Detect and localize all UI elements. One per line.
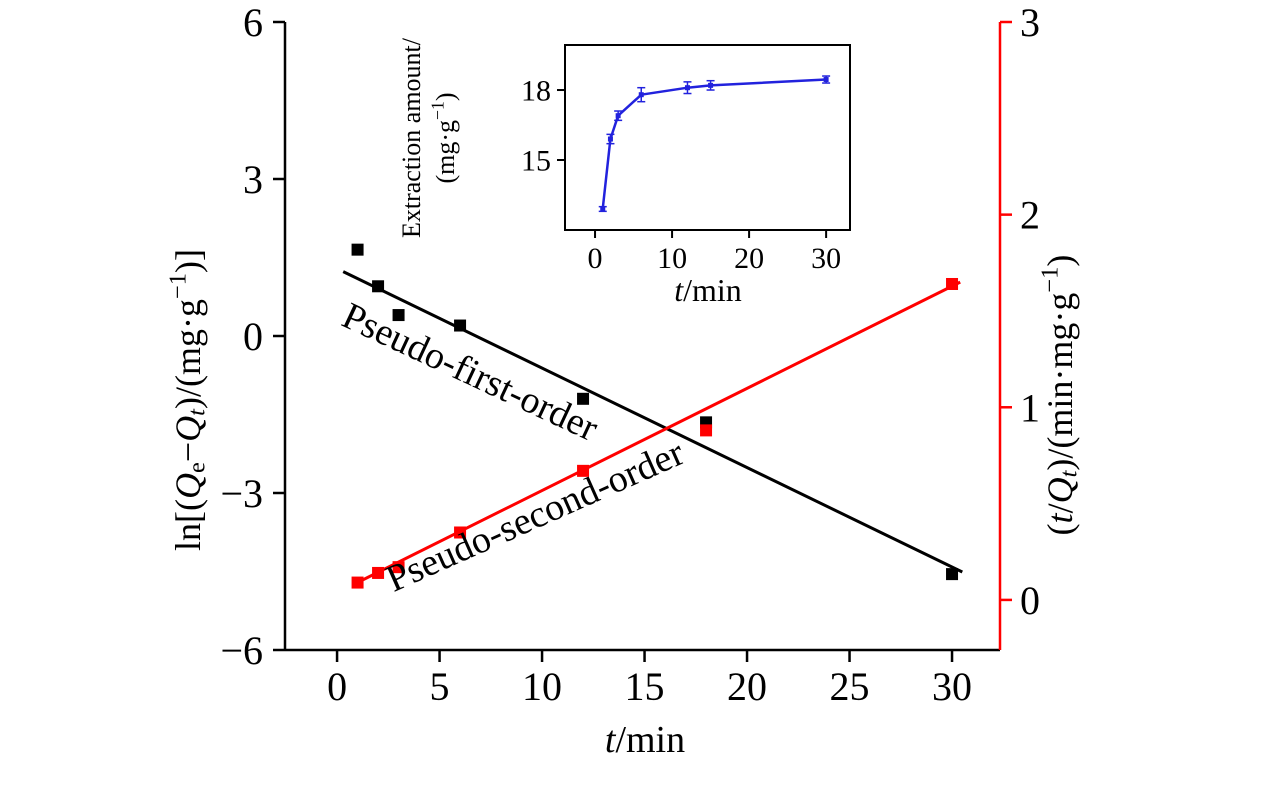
inset-x-tick-label: 10: [657, 242, 687, 275]
left-axis-title: ln[(Qe−Qt)/(mg·g−1)]: [165, 249, 211, 551]
x-tick-label: 20: [727, 664, 767, 709]
x-tick-label: 10: [522, 664, 562, 709]
inset-y-tick-label: 15: [521, 145, 551, 178]
x-axis-ticks: 0 5 10 15 20 25 30: [327, 650, 972, 709]
inset-data-point-marker: [708, 82, 714, 88]
inset-data-point-marker: [638, 92, 644, 98]
inset-data-point-marker: [607, 136, 613, 142]
right-tick-label: 1: [1020, 385, 1040, 430]
right-axis-title: (t/Qt)/(min·mg·g−1): [1037, 255, 1083, 536]
inset-error-bars: [598, 75, 831, 213]
left-tick-label: 3: [243, 157, 263, 202]
left-tick-label: −3: [220, 471, 263, 516]
inset-data-point-marker: [684, 85, 690, 91]
inset-data-point-marker: [823, 77, 829, 83]
data-point-marker: [700, 424, 713, 437]
data-point-marker: [392, 309, 405, 322]
pseudo-first-order-fit: [342, 270, 963, 574]
pseudo-second-order-fit: [352, 280, 961, 586]
inset-x-tick-label: 30: [811, 242, 841, 275]
data-point-marker: [946, 568, 959, 581]
inset-data-point-marker: [600, 206, 606, 212]
left-axis-ticks: 6 3 0 −3 −6: [220, 0, 285, 673]
inset-data-point-marker: [615, 113, 621, 119]
inset-x-axis-title: t/min: [674, 272, 742, 308]
x-tick-label: 15: [625, 664, 665, 709]
annotation-pseudo-first-order: Pseudo-first-order: [336, 295, 605, 450]
right-tick-label: 2: [1020, 193, 1040, 238]
x-tick-label: 25: [830, 664, 870, 709]
inset-y-axis-title-line2: (mg·g−1): [428, 92, 460, 183]
left-tick-label: 6: [243, 0, 263, 45]
right-tick-label: 3: [1020, 0, 1040, 45]
inset-y-axis-title-line1: Extraction amount/: [397, 37, 426, 238]
data-point-marker: [351, 243, 364, 256]
x-axis-title: t/min: [605, 719, 685, 761]
inset-y-tick-label: 18: [521, 75, 551, 108]
right-tick-label: 0: [1020, 578, 1040, 623]
annotation-pseudo-second-order: Pseudo-second-order: [380, 431, 690, 600]
inset-plot: 0 10 20 30 15 18 Extraction amount/(mg·g−1) t/m…: [397, 37, 851, 308]
pseudo-first-order-points: [351, 243, 959, 581]
x-tick-label: 30: [932, 664, 972, 709]
inset-frame: [564, 44, 851, 231]
pseudo-first-order-fit-path: [342, 270, 963, 574]
inset-x-tick-label: 0: [588, 242, 603, 275]
right-axis-ticks: 3 2 1 0: [1000, 0, 1040, 623]
inset-extraction-curve: [601, 78, 827, 210]
data-point-marker: [577, 392, 590, 405]
left-tick-label: 0: [243, 314, 263, 359]
left-tick-label: −6: [220, 628, 263, 673]
inset-x-tick-label: 20: [734, 242, 764, 275]
main-plot: 630−3−60 5 10 15 20 25 303210ln[(Qe−Qt)/(mg·g−…: [165, 0, 1083, 761]
x-tick-label: 5: [430, 664, 450, 709]
pseudo-second-order-fit-path: [352, 280, 961, 586]
x-tick-label: 0: [327, 664, 347, 709]
